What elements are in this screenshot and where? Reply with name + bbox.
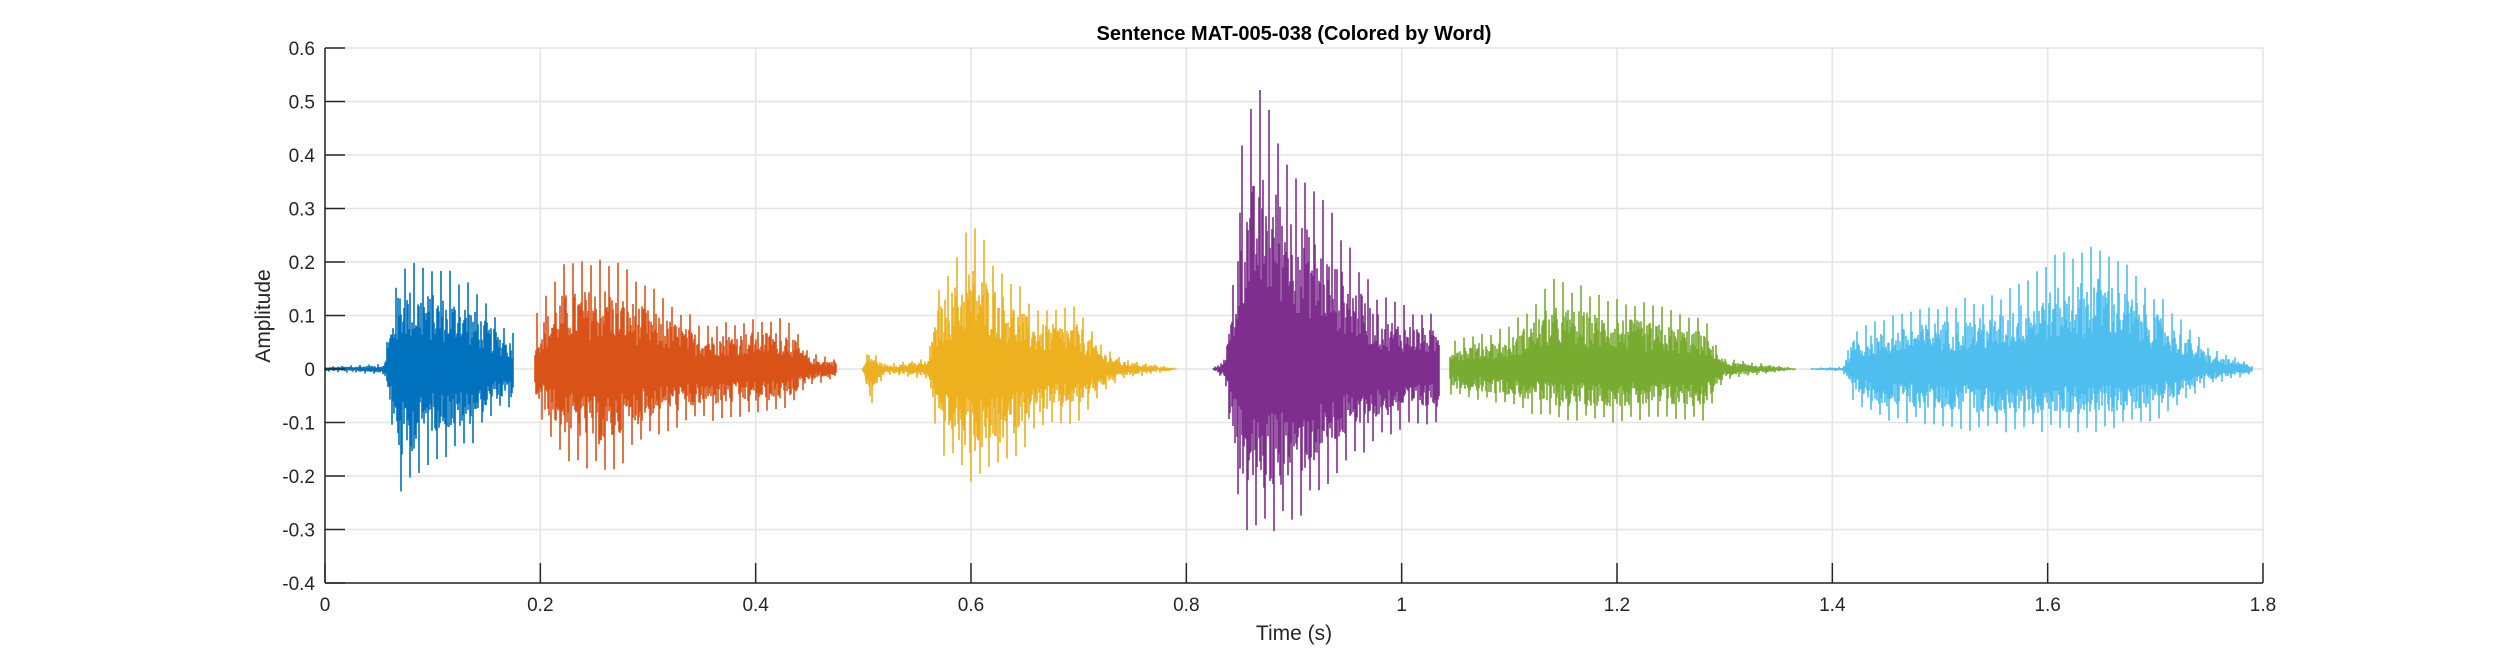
waveform-series bbox=[324, 90, 2253, 531]
x-tick-label: 1.2 bbox=[1604, 595, 1630, 616]
x-tick-label: 1 bbox=[1396, 595, 1407, 616]
waveform-word-6 bbox=[1810, 246, 2253, 433]
waveform-word-4 bbox=[1212, 90, 1440, 531]
y-tick-label: 0.3 bbox=[289, 200, 315, 221]
y-tick-label: 0.1 bbox=[289, 307, 315, 328]
y-axis-label: Amplitude bbox=[252, 269, 275, 362]
y-tick-label: -0.1 bbox=[282, 414, 315, 435]
x-tick-label: 1.8 bbox=[2250, 595, 2276, 616]
y-tick-label: 0.6 bbox=[289, 39, 315, 60]
x-axis-label: Time (s) bbox=[1256, 622, 1332, 645]
x-tick-label: 0.6 bbox=[958, 595, 984, 616]
waveform-word-5 bbox=[1449, 278, 1796, 423]
y-tick-label: 0.5 bbox=[289, 93, 315, 114]
y-tick-label: 0 bbox=[304, 360, 315, 381]
axes bbox=[324, 47, 2264, 584]
x-tick-label: 0.4 bbox=[742, 595, 769, 616]
x-tick-label: 0.2 bbox=[527, 595, 553, 616]
x-tick-label: 1.4 bbox=[1819, 595, 1846, 616]
x-tick-label: 0.8 bbox=[1173, 595, 1199, 616]
chart-title: Sentence MAT-005-038 (Colored by Word) bbox=[1097, 23, 1492, 45]
waveform-word-3 bbox=[862, 228, 1177, 482]
y-tick-label: -0.2 bbox=[282, 467, 315, 488]
x-tick-label: 1.6 bbox=[2034, 595, 2060, 616]
y-tick-label: 0.4 bbox=[289, 146, 316, 167]
waveform-word-2 bbox=[534, 259, 837, 470]
x-tick-label: 0 bbox=[320, 595, 331, 616]
y-tick-label: 0.2 bbox=[289, 253, 315, 274]
y-tick-label: -0.4 bbox=[282, 574, 315, 595]
y-tick-label: -0.3 bbox=[282, 521, 315, 542]
tick-labels: 0 0.2 0.4 0.6 0.8 1 1.2 1.4 1.6 1.8 -0.4 -0.3 -0.2 -0… bbox=[282, 39, 2276, 616]
